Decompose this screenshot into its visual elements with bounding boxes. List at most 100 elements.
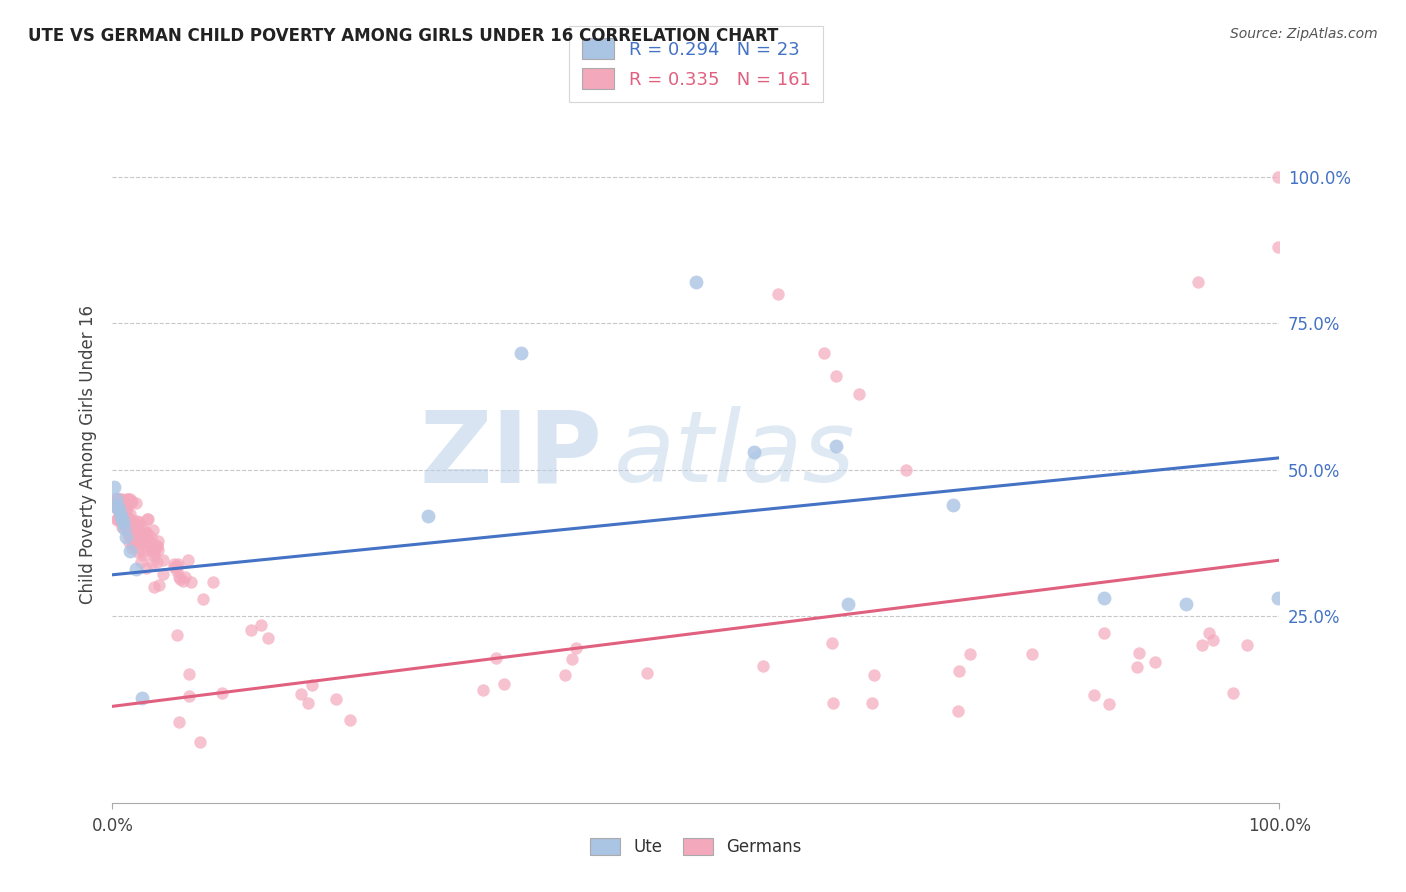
Point (129, 555, 152, 569)
Point (124, 533, 146, 547)
Point (167, 570, 190, 584)
Point (837, 597, 859, 611)
Y-axis label: Child Poverty Among Girls Under 16: Child Poverty Among Girls Under 16 (79, 305, 97, 605)
Point (111, 512, 134, 526)
Point (129, 534, 152, 549)
Point (148, 577, 170, 591)
Point (152, 553, 174, 567)
Point (1198, 626, 1220, 640)
Point (104, 500, 127, 514)
Point (136, 531, 159, 545)
Point (115, 497, 138, 511)
Point (751, 659, 773, 673)
Point (942, 498, 965, 512)
Point (166, 559, 188, 574)
Point (166, 628, 188, 642)
Point (135, 526, 157, 541)
Point (142, 523, 165, 537)
Point (111, 503, 134, 517)
Point (142, 580, 165, 594)
Point (121, 513, 143, 527)
Point (108, 509, 131, 524)
Point (115, 530, 138, 544)
Point (339, 713, 361, 727)
Point (135, 525, 157, 540)
Point (325, 692, 347, 706)
Point (301, 678, 323, 692)
Point (117, 527, 139, 541)
Point (141, 556, 163, 570)
Point (114, 506, 136, 520)
Point (894, 462, 917, 476)
Point (1126, 660, 1149, 674)
Point (103, 494, 125, 508)
Point (105, 500, 128, 515)
Point (163, 559, 186, 574)
Point (554, 668, 576, 682)
Point (136, 512, 159, 526)
Point (946, 704, 969, 718)
Point (121, 529, 143, 543)
Point (146, 539, 169, 553)
Point (1267, 170, 1289, 185)
Point (117, 516, 139, 531)
Point (103, 499, 125, 513)
Point (114, 511, 136, 525)
Point (821, 635, 844, 649)
Point (766, 287, 789, 301)
Point (131, 690, 153, 705)
Point (127, 533, 149, 547)
Point (120, 524, 142, 538)
Point (107, 500, 129, 515)
Point (115, 522, 138, 536)
Point (135, 561, 157, 575)
Point (290, 687, 312, 701)
Point (134, 524, 156, 539)
Point (118, 535, 141, 549)
Point (494, 676, 516, 690)
Point (177, 553, 200, 567)
Point (128, 524, 150, 538)
Point (685, 276, 707, 290)
Point (108, 506, 131, 520)
Point (115, 503, 138, 517)
Point (146, 539, 169, 553)
Point (211, 686, 233, 700)
Point (1083, 688, 1105, 702)
Point (152, 566, 174, 581)
Point (127, 514, 149, 528)
Point (107, 491, 129, 506)
Point (1143, 656, 1166, 670)
Point (825, 369, 848, 384)
Point (863, 668, 886, 682)
Point (121, 525, 143, 540)
Point (105, 498, 128, 512)
Point (117, 509, 139, 524)
Point (108, 503, 131, 517)
Point (163, 557, 186, 571)
Point (114, 519, 136, 533)
Point (250, 618, 273, 632)
Point (110, 501, 132, 516)
Point (141, 530, 163, 544)
Point (104, 500, 127, 514)
Point (1094, 626, 1116, 640)
Point (166, 564, 188, 578)
Point (143, 543, 166, 558)
Point (121, 541, 143, 555)
Point (115, 517, 138, 532)
Point (121, 495, 143, 509)
Point (1267, 240, 1289, 254)
Point (111, 515, 134, 529)
Point (1236, 638, 1258, 652)
Point (125, 496, 148, 510)
Point (129, 519, 152, 533)
Point (118, 544, 141, 558)
Point (129, 527, 152, 541)
Point (125, 518, 148, 533)
Point (132, 530, 155, 544)
Point (146, 555, 169, 569)
Text: Source: ZipAtlas.com: Source: ZipAtlas.com (1230, 27, 1378, 41)
Point (813, 345, 835, 359)
Point (202, 575, 225, 590)
